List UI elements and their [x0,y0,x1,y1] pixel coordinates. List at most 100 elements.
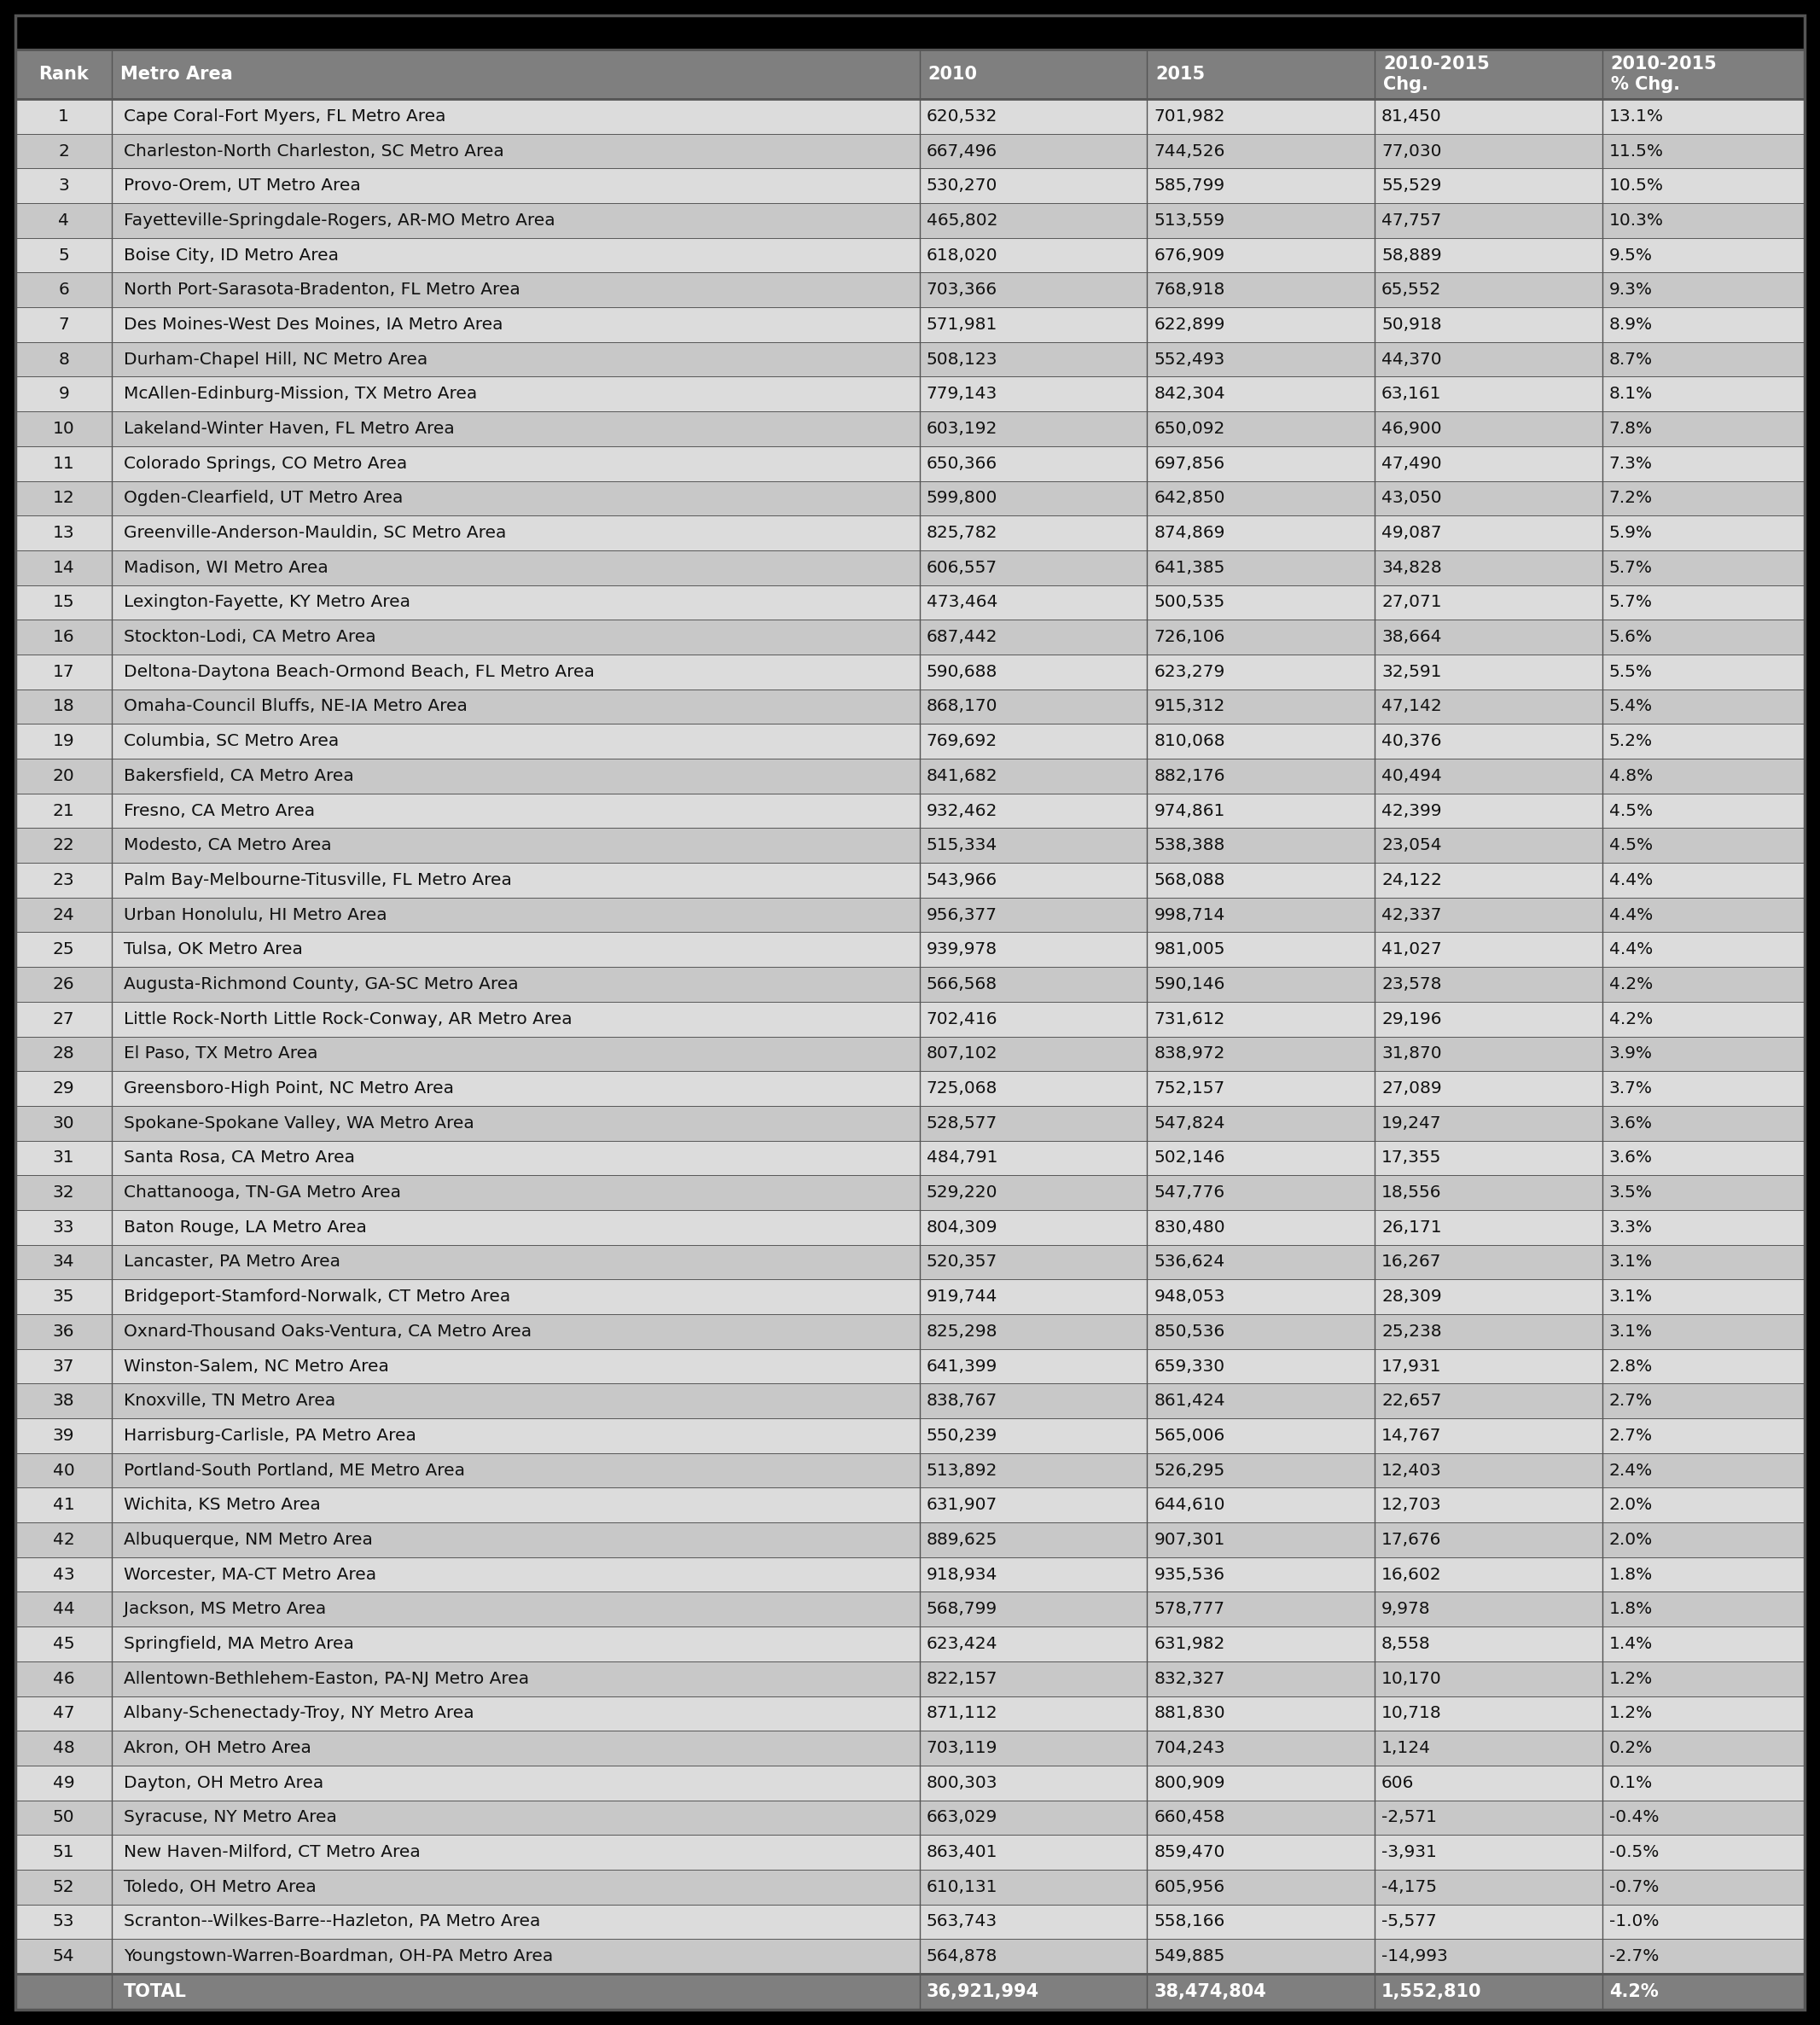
Bar [15,1071,1805,1106]
Text: 34,828: 34,828 [1381,559,1441,575]
Text: 547,776: 547,776 [1154,1185,1225,1201]
Text: 29,196: 29,196 [1381,1010,1441,1027]
Text: 536,624: 536,624 [1154,1253,1225,1270]
Text: 868,170: 868,170 [926,699,997,715]
Text: 34: 34 [53,1253,75,1270]
Bar [15,273,1805,308]
Text: Albany-Schenectady-Troy, NY Metro Area: Albany-Schenectady-Troy, NY Metro Area [124,1705,475,1721]
Text: 6: 6 [58,281,69,298]
Text: 4.8%: 4.8% [1609,767,1653,784]
Text: Greenville-Anderson-Mauldin, SC Metro Area: Greenville-Anderson-Mauldin, SC Metro Ar… [124,524,506,541]
Text: 578,777: 578,777 [1154,1602,1225,1618]
Text: 529,220: 529,220 [926,1185,997,1201]
Text: Greensboro-High Point, NC Metro Area: Greensboro-High Point, NC Metro Area [124,1081,455,1098]
Text: Worcester, MA-CT Metro Area: Worcester, MA-CT Metro Area [124,1567,377,1584]
Text: 7.8%: 7.8% [1609,421,1653,437]
Text: 14: 14 [53,559,75,575]
Text: 1.4%: 1.4% [1609,1636,1653,1652]
Text: 667,496: 667,496 [926,144,997,160]
Bar [15,689,1805,723]
Text: 769,692: 769,692 [926,733,997,749]
Text: 16,602: 16,602 [1381,1567,1441,1584]
Text: 2.4%: 2.4% [1609,1462,1653,1478]
Text: 46,900: 46,900 [1381,421,1441,437]
Text: 2.0%: 2.0% [1609,1531,1653,1547]
Text: 11.5%: 11.5% [1609,144,1663,160]
Text: 861,424: 861,424 [1154,1393,1225,1409]
Bar [15,1697,1805,1731]
Text: 48: 48 [53,1739,75,1756]
Text: New Haven-Milford, CT Metro Area: New Haven-Milford, CT Metro Area [124,1845,420,1861]
Bar [15,342,1805,377]
Text: Charleston-North Charleston, SC Metro Area: Charleston-North Charleston, SC Metro Ar… [124,144,504,160]
Text: 641,399: 641,399 [926,1359,997,1375]
Text: Akron, OH Metro Area: Akron, OH Metro Area [124,1739,311,1756]
Text: 77,030: 77,030 [1381,144,1441,160]
Text: Harrisburg-Carlisle, PA Metro Area: Harrisburg-Carlisle, PA Metro Area [124,1428,417,1444]
Text: 4.5%: 4.5% [1609,802,1653,818]
Text: 726,106: 726,106 [1154,630,1225,646]
Text: 38: 38 [53,1393,75,1409]
Text: 810,068: 810,068 [1154,733,1225,749]
Bar [15,237,1805,273]
Text: 623,279: 623,279 [1154,664,1225,680]
Text: 842,304: 842,304 [1154,387,1225,403]
Text: 12: 12 [53,490,75,506]
Text: 65,552: 65,552 [1381,281,1441,298]
Text: North Port-Sarasota-Bradenton, FL Metro Area: North Port-Sarasota-Bradenton, FL Metro … [124,281,521,298]
Text: 13: 13 [53,524,75,541]
Text: 1.8%: 1.8% [1609,1602,1653,1618]
Bar [15,1280,1805,1314]
Text: 508,123: 508,123 [926,350,997,367]
Text: 644,610: 644,610 [1154,1496,1225,1513]
Text: 19,247: 19,247 [1381,1116,1441,1132]
Text: Oxnard-Thousand Oaks-Ventura, CA Metro Area: Oxnard-Thousand Oaks-Ventura, CA Metro A… [124,1324,531,1341]
Text: 18: 18 [53,699,75,715]
Text: 863,401: 863,401 [926,1845,997,1861]
Text: Modesto, CA Metro Area: Modesto, CA Metro Area [124,836,331,855]
Bar [15,411,1805,446]
Text: 605,956: 605,956 [1154,1879,1225,1895]
Text: 11: 11 [53,456,75,472]
Text: 5.2%: 5.2% [1609,733,1653,749]
Bar [15,480,1805,516]
Text: -3,931: -3,931 [1381,1845,1436,1861]
Text: Columbia, SC Metro Area: Columbia, SC Metro Area [124,733,339,749]
Text: 915,312: 915,312 [1154,699,1225,715]
Text: 1,124: 1,124 [1381,1739,1431,1756]
Bar [15,1314,1805,1349]
Text: 859,470: 859,470 [1154,1845,1225,1861]
Text: 41: 41 [53,1496,75,1513]
Text: 2.8%: 2.8% [1609,1359,1653,1375]
Text: 26,171: 26,171 [1381,1219,1441,1235]
Text: 47,757: 47,757 [1381,213,1441,229]
Text: 515,334: 515,334 [926,836,997,855]
Text: 948,053: 948,053 [1154,1288,1225,1304]
Text: 882,176: 882,176 [1154,767,1225,784]
Bar [15,585,1805,620]
Bar [15,620,1805,654]
Text: 35: 35 [53,1288,75,1304]
Text: 830,480: 830,480 [1154,1219,1225,1235]
Text: 51: 51 [53,1845,75,1861]
Text: 32,591: 32,591 [1381,664,1441,680]
Text: 9: 9 [58,387,69,403]
Text: 16,267: 16,267 [1381,1253,1441,1270]
Text: 25: 25 [53,942,75,958]
Text: 687,442: 687,442 [926,630,997,646]
Text: 40,494: 40,494 [1381,767,1441,784]
Bar [15,1592,1805,1626]
Text: 22: 22 [53,836,75,855]
Text: 24: 24 [53,907,75,923]
Text: 550,239: 550,239 [926,1428,997,1444]
Text: 3.7%: 3.7% [1609,1081,1653,1098]
Text: 7.2%: 7.2% [1609,490,1653,506]
Text: 4.4%: 4.4% [1609,873,1653,889]
Text: 8.7%: 8.7% [1609,350,1653,367]
Text: 520,357: 520,357 [926,1253,997,1270]
Text: 874,869: 874,869 [1154,524,1225,541]
Bar [15,99,1805,134]
Bar [15,1904,1805,1940]
Bar [15,1660,1805,1697]
Text: 606,557: 606,557 [926,559,997,575]
